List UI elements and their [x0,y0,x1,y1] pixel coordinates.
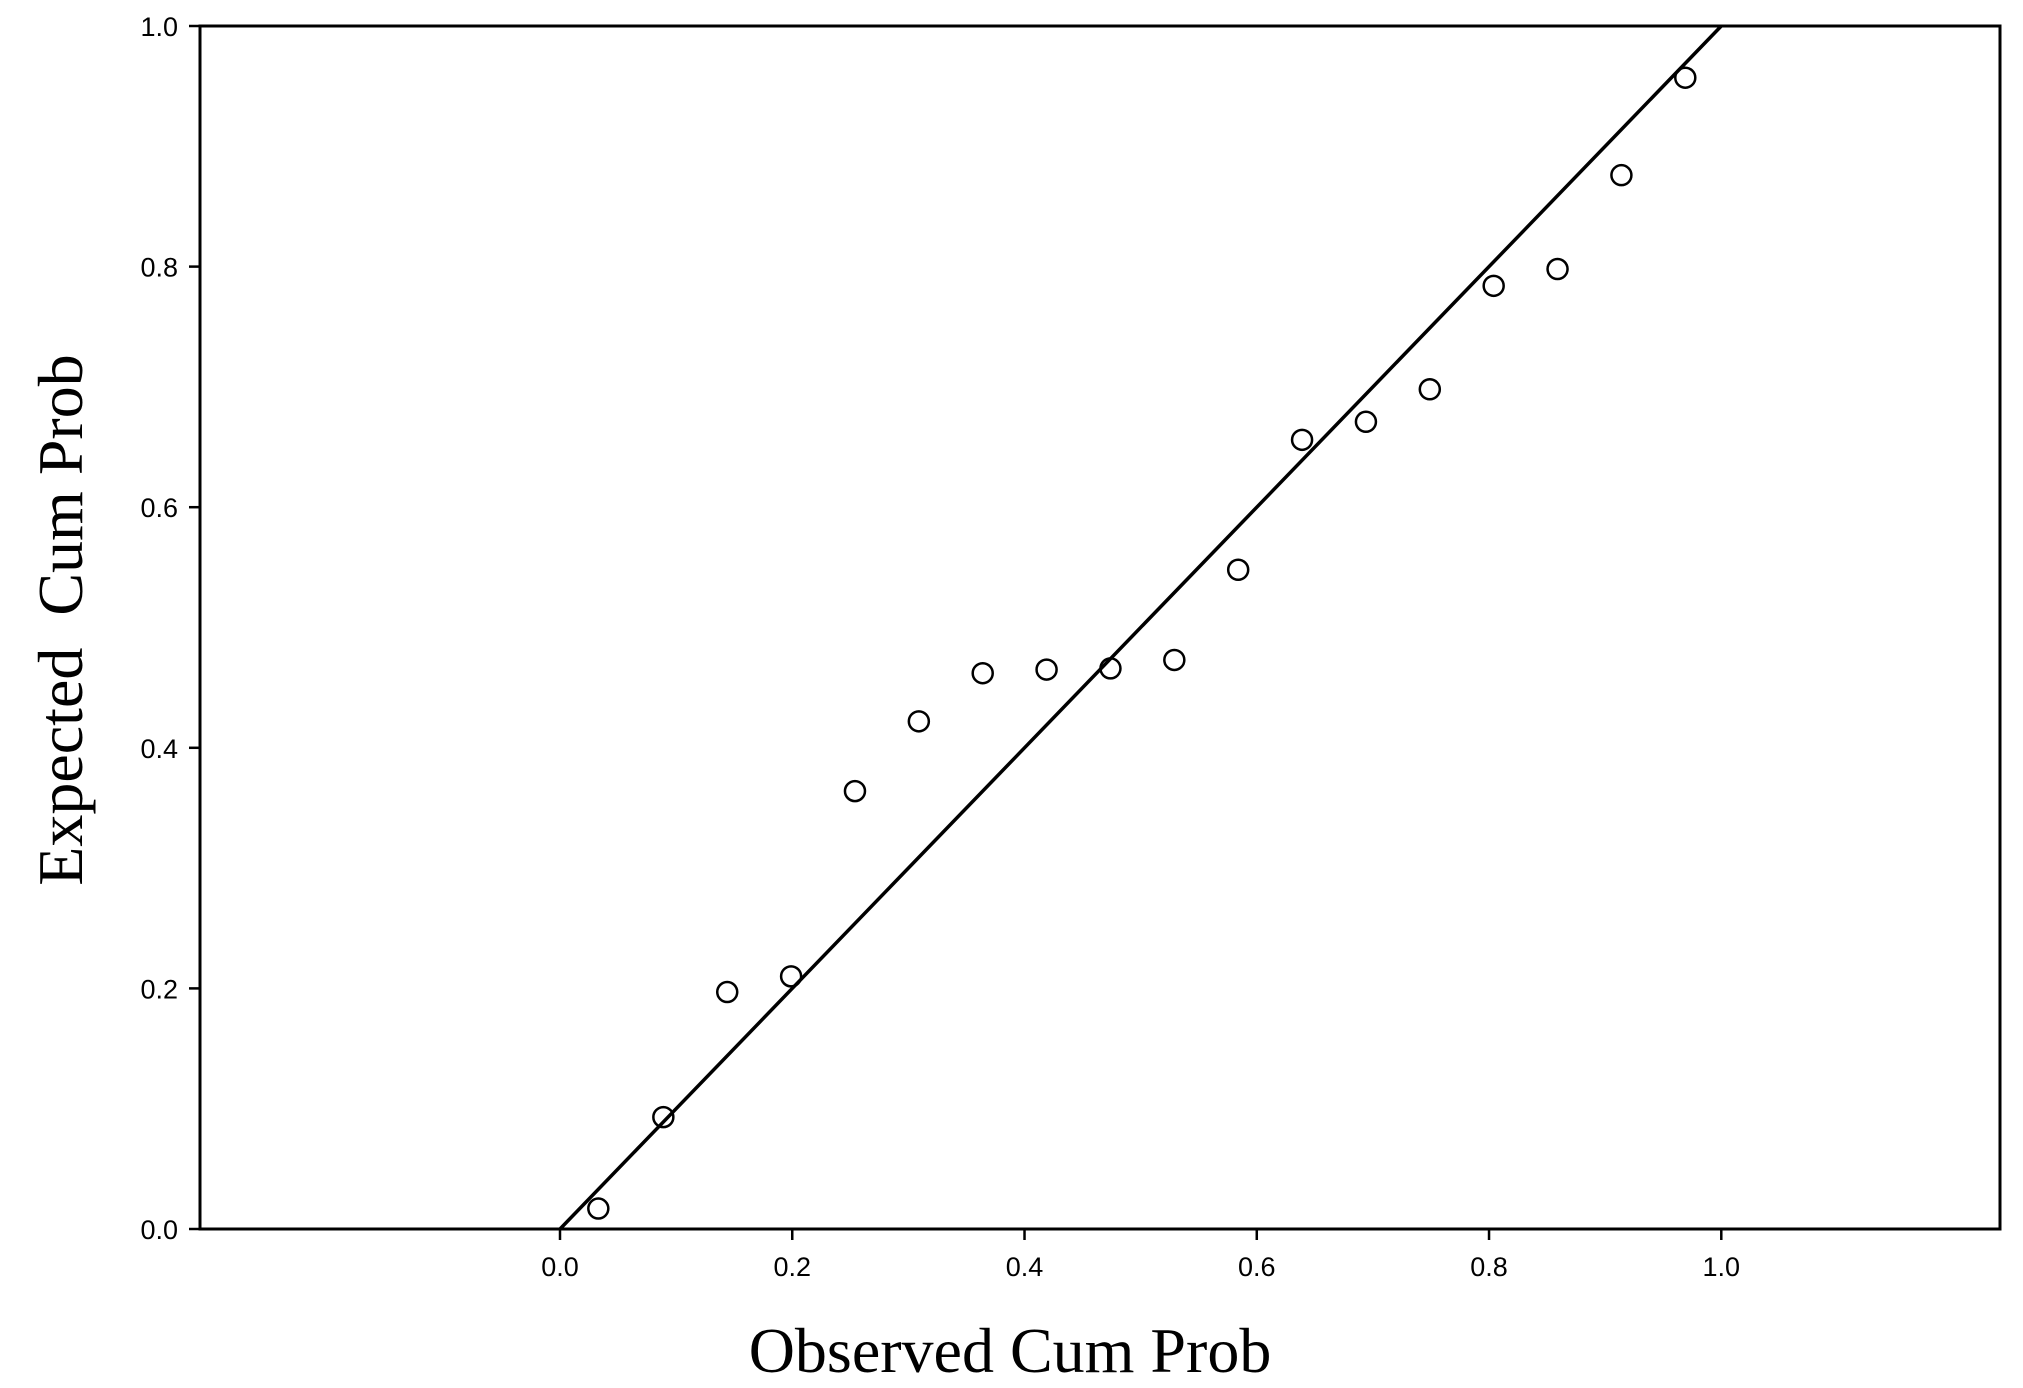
data-point [652,1105,675,1129]
x-tick-label: 1.0 [1703,1252,1741,1282]
data-point [715,980,739,1004]
y-tick-label: 0.8 [140,253,178,283]
data-point [1099,657,1122,680]
plot-frame [198,24,2002,1231]
data-points [587,66,1697,1220]
x-axis-ticks: 0.0 0.2 0.4 0.6 0.8 1.0 [541,1229,1740,1282]
data-point [1354,410,1378,434]
x-tick-label: 0.4 [1006,1252,1044,1282]
reference-line-group [558,24,1723,1231]
y-tick-label: 0.0 [140,1215,178,1245]
y-tick-label: 0.6 [140,493,178,523]
data-point [907,710,931,733]
data-point [1546,257,1569,281]
y-tick-label: 1.0 [140,12,178,42]
data-point [587,1197,610,1220]
x-tick-label: 0.2 [773,1252,811,1282]
x-tick-label: 0.0 [541,1252,579,1282]
data-point [1163,648,1186,672]
x-tick-label: 0.8 [1470,1252,1508,1282]
data-point [1610,163,1633,187]
data-point [1418,378,1442,401]
data-point [1290,428,1314,452]
data-point [971,661,994,685]
data-point [1226,558,1250,582]
x-tick-label: 0.6 [1238,1252,1276,1282]
data-point [1035,658,1058,681]
y-axis-ticks: 0.0 0.2 0.4 0.6 0.8 1.0 [140,12,200,1245]
data-point [843,779,867,803]
reference-line [558,24,1723,1231]
y-tick-label: 0.2 [140,974,178,1004]
data-point [1482,274,1505,298]
y-axis-title: Expected Cum Prob [25,354,96,885]
x-axis-title: Observed Cum Prob [749,1315,1272,1386]
y-tick-label: 0.4 [140,734,178,764]
data-point [779,965,803,988]
data-point [1674,66,1697,89]
